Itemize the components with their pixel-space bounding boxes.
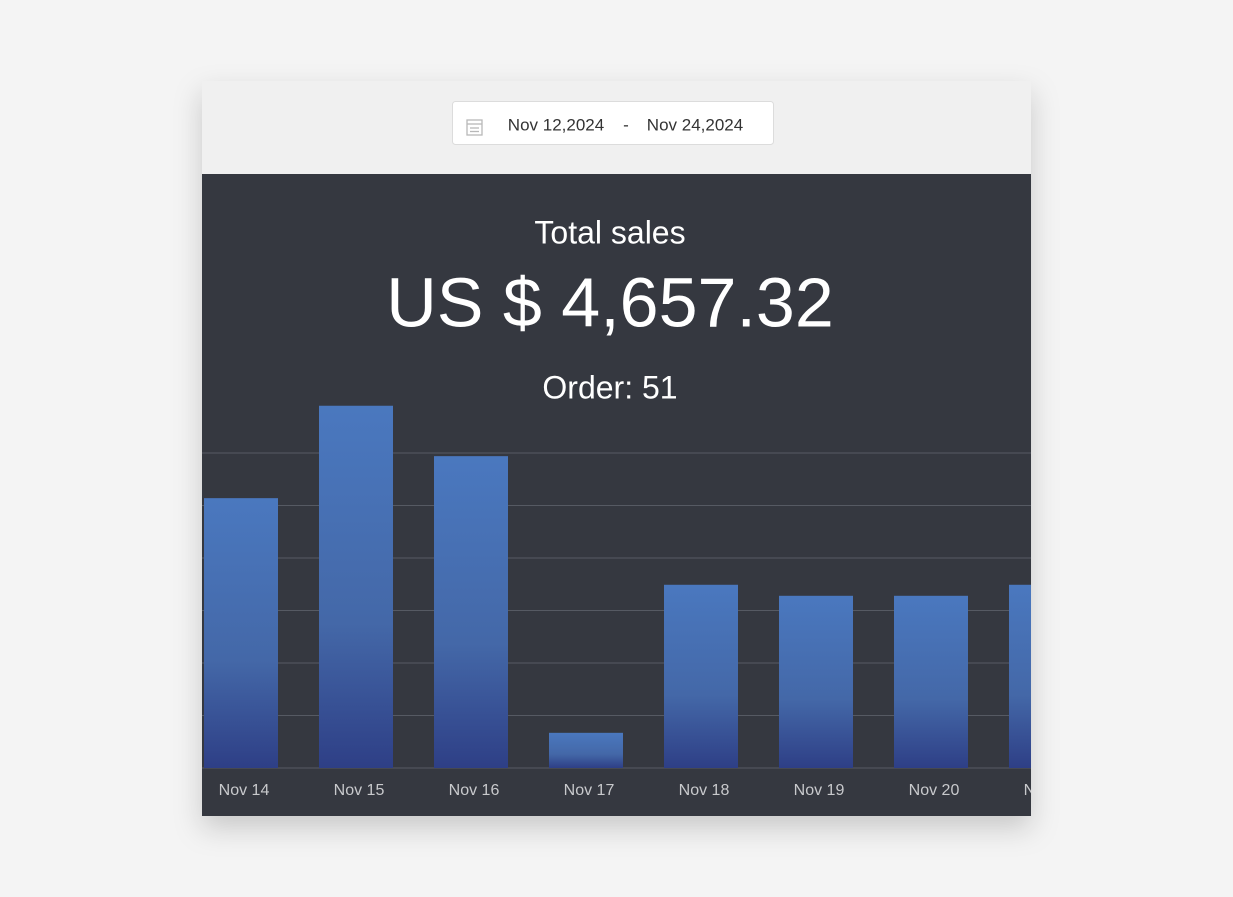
bar [204,498,278,768]
x-tick-label: Nov 14 [219,782,270,799]
x-tick-label: Nov 15 [334,782,385,799]
x-tick-label: Nov 18 [679,782,730,799]
bar [434,456,508,768]
summary-title: Total sales [534,214,685,250]
order-count: Order: 51 [542,369,677,405]
bar [549,732,623,768]
start-date[interactable]: Nov 12,2024 [508,115,604,134]
x-tick-label: Nov 16 [449,782,500,799]
bar [779,595,853,768]
bar [319,405,393,768]
x-tick-label: Nov 20 [909,782,960,799]
date-separator: - [623,115,629,134]
bar [1009,584,1031,768]
x-tick-label: Nov 21 [1024,782,1075,799]
date-picker[interactable] [452,101,774,145]
bar [894,595,968,768]
bar [664,584,738,768]
x-tick-label: Nov 19 [794,782,845,799]
plot: Nov 14 Nov 15 Nov 16 Nov 17 Nov 18 Nov 19 Nov … [202,405,1075,799]
calendar-icon [466,119,483,136]
end-date[interactable]: Nov 24,2024 [647,115,743,134]
total-sales: US $ 4,657.32 [386,263,834,341]
x-tick-label: Nov 17 [564,782,615,799]
